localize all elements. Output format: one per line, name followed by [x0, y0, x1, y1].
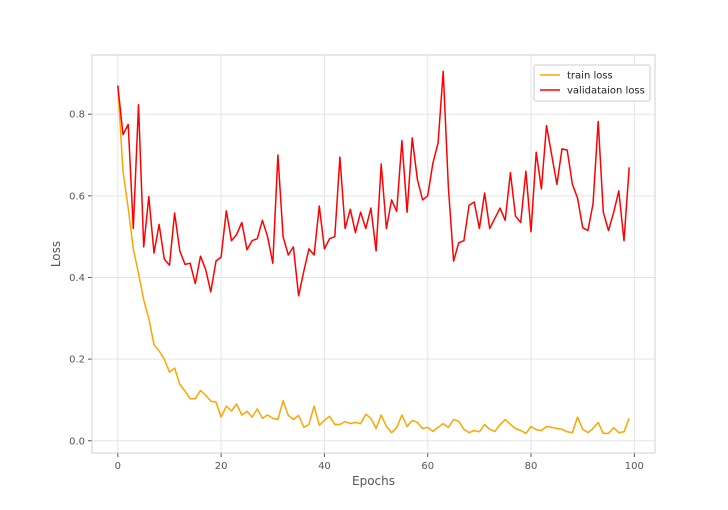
series-line-train-loss: [117, 85, 630, 435]
y-tick-label: 0.4: [69, 273, 85, 284]
y-tick-label: 0.2: [69, 355, 85, 366]
x-tick-label: 100: [625, 461, 644, 472]
axes: 0 20 40 60 80 100 0.0 0.2 0.4 0.6 0.8: [69, 54, 656, 472]
series-line-validataion-loss: [117, 70, 630, 297]
x-axis-label: Epochs: [352, 474, 395, 488]
y-tick-label: 0.0: [69, 436, 85, 447]
grid: [92, 55, 655, 453]
legend-box: [533, 64, 651, 102]
x-tick-label: 40: [318, 461, 331, 472]
y-axis-label: Loss: [49, 241, 63, 267]
x-tick-label: 0: [115, 461, 121, 472]
plot-background: [92, 55, 655, 453]
x-tick-label: 60: [421, 461, 434, 472]
y-tick-label: 0.8: [69, 110, 85, 121]
legend: train loss validataion loss: [533, 64, 651, 102]
plot-frame: [91, 54, 656, 454]
x-tick-label: 20: [215, 461, 228, 472]
x-tick-label: 80: [525, 461, 538, 472]
legend-label-validataion-loss: validataion loss: [567, 86, 645, 97]
y-tick-label: 0.6: [69, 191, 85, 202]
legend-label-train-loss: train loss: [567, 71, 613, 82]
series: [117, 70, 630, 435]
